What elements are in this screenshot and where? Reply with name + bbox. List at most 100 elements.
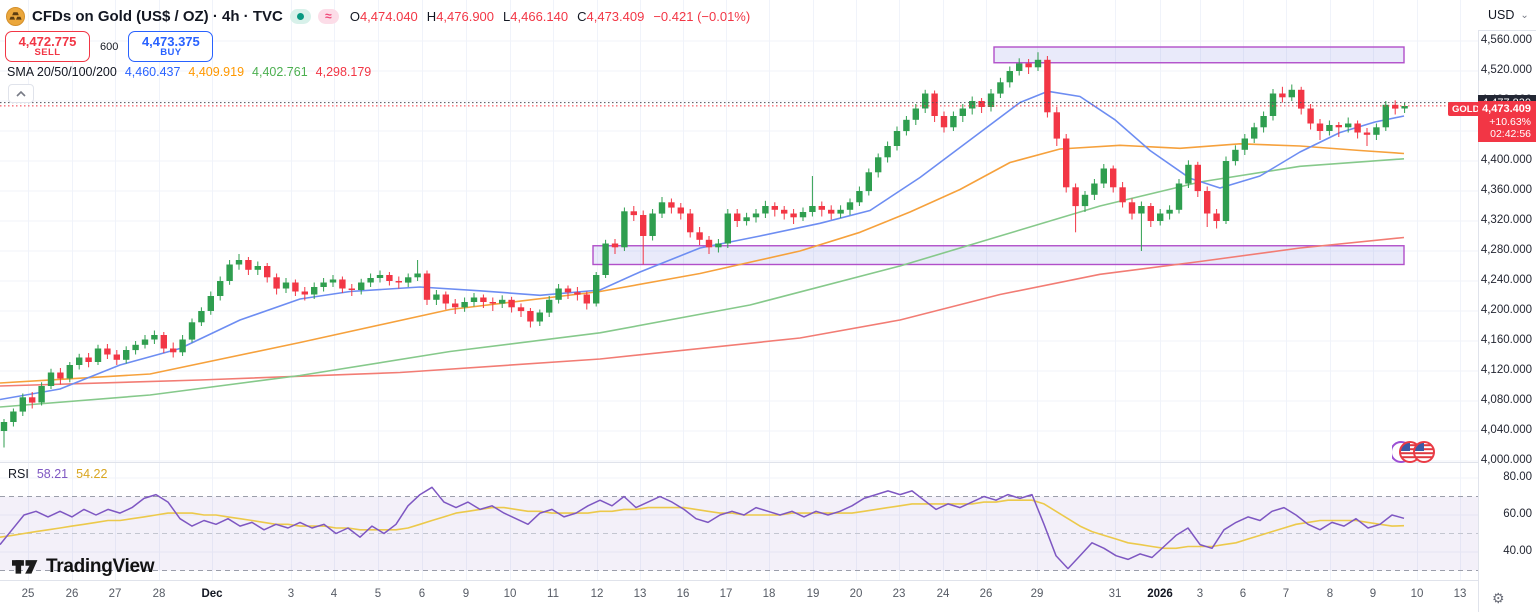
time-tick: 26: [65, 588, 79, 600]
rsi-tick: 40.00: [1503, 545, 1532, 557]
time-tick: 27: [108, 588, 122, 600]
bar-countdown: 02:42:56: [1490, 127, 1531, 140]
sma-value: 4,460.437: [124, 65, 181, 79]
time-tick: 9: [462, 588, 470, 600]
price-tick: 4,320.000: [1480, 214, 1532, 226]
price-zone: [993, 46, 1405, 64]
time-tick: 3: [1196, 588, 1204, 600]
rsi-tick: 60.00: [1503, 508, 1532, 520]
time-tick: 25: [21, 588, 35, 600]
rsi-legend[interactable]: RSI 58.21 54.22: [8, 467, 107, 481]
ohlc-item: H4,476.900: [426, 8, 495, 24]
sma-legend[interactable]: SMA 20/50/100/200 4,460.437 4,409.919 4,40…: [7, 65, 371, 79]
us-flag-2: [1413, 441, 1435, 463]
rsi-ma-line: [0, 499, 1405, 550]
buy-button[interactable]: 4,473.375 BUY: [128, 31, 214, 62]
sma-label: SMA 20/50/100/200: [7, 65, 117, 79]
time-tick: 7: [1282, 588, 1290, 600]
sell-button[interactable]: 4,472.775 SELL: [5, 31, 90, 62]
price-tick: 4,240.000: [1480, 274, 1532, 286]
gold-coin-icon: [6, 6, 25, 26]
time-tick: 6: [418, 588, 426, 600]
rsi-value: 54.22: [76, 467, 108, 481]
currency-dropdown[interactable]: USD ⌄: [1478, 0, 1536, 31]
tradingview-watermark[interactable]: TradingView: [12, 555, 155, 578]
rsi-tick: 80.00: [1503, 471, 1532, 483]
time-tick: Dec: [201, 588, 223, 600]
collapse-legend-button[interactable]: [8, 84, 34, 103]
time-tick: 3: [287, 588, 295, 600]
price-tick: 4,520.000: [1480, 64, 1532, 76]
time-tick: 13: [1453, 588, 1467, 600]
ohlc-item: O4,474.040: [349, 8, 418, 24]
time-tick: 2026: [1147, 588, 1173, 600]
sma-values: 4,460.437 4,409.919 4,402.761 4,298.179: [125, 65, 371, 79]
time-tick: 19: [806, 588, 820, 600]
rsi-label: RSI: [8, 467, 29, 481]
trade-panel: 4,472.775 SELL 600 4,473.375 BUY: [5, 31, 214, 62]
price-tick: 4,000.000: [1480, 454, 1532, 466]
delayed-data-icon[interactable]: ≈: [317, 8, 339, 24]
time-tick: 31: [1108, 588, 1122, 600]
ohlc-values: O4,474.040 H4,476.900 L4,466.140 C4,473.409…: [350, 9, 750, 24]
market-open-status-icon[interactable]: [289, 8, 311, 24]
currency-label: USD: [1488, 8, 1515, 22]
time-tick: 17: [719, 588, 733, 600]
price-tick: 4,160.000: [1480, 334, 1532, 346]
time-tick: 26: [979, 588, 993, 600]
price-tick: 4,280.000: [1480, 244, 1532, 256]
price-tick: 4,120.000: [1480, 364, 1532, 376]
time-tick: 20: [849, 588, 863, 600]
buy-price: 4,473.375: [141, 33, 200, 49]
us-flag-event-icon[interactable]: [1392, 439, 1436, 465]
price-tick: 4,080.000: [1480, 394, 1532, 406]
time-tick: 18: [762, 588, 776, 600]
sma-value: 4,298.179: [315, 65, 372, 79]
time-tick: 23: [892, 588, 906, 600]
candles: [0, 52, 1408, 448]
change-value: −0.421 (−0.01%): [653, 8, 751, 24]
price-tick: 4,200.000: [1480, 304, 1532, 316]
ohlc-item: C4,473.409: [577, 8, 645, 24]
time-tick: 10: [1410, 588, 1424, 600]
symbol-title[interactable]: CFDs on Gold (US$ / OZ) · 4h · TVC: [32, 7, 283, 25]
time-tick: 8: [1326, 588, 1334, 600]
quantity-value[interactable]: 600: [100, 40, 119, 53]
last-change-percent: +10.63%: [1489, 115, 1531, 128]
price-tick: 4,400.000: [1480, 154, 1532, 166]
time-tick: 5: [374, 588, 382, 600]
time-tick: 29: [1030, 588, 1044, 600]
price-zone: [592, 245, 1405, 266]
sell-price: 4,472.775: [18, 33, 77, 49]
rsi-value: 58.21: [36, 467, 69, 481]
ohlc-item: L4,466.140: [503, 8, 569, 24]
last-price: 4,473.409: [1482, 103, 1531, 115]
time-tick: 6: [1239, 588, 1247, 600]
tradingview-logo-text: TradingView: [46, 555, 155, 577]
sma-value: 4,409.919: [188, 65, 245, 79]
time-tick: 12: [590, 588, 604, 600]
last-price-label: 4,473.409 +10.63% 02:42:56: [1478, 101, 1536, 142]
chevron-down-icon: ⌄: [1520, 9, 1529, 21]
price-tick: 4,040.000: [1480, 424, 1532, 436]
time-tick: 4: [330, 588, 338, 600]
symbol-header: CFDs on Gold (US$ / OZ) · 4h · TVC ≈ O4,…: [6, 5, 750, 27]
chevron-up-icon: [16, 90, 26, 97]
axis-settings-gear-icon[interactable]: ⚙: [1492, 590, 1505, 606]
time-tick: 13: [633, 588, 647, 600]
time-tick: 11: [547, 588, 559, 600]
price-tick: 4,560.000: [1480, 34, 1532, 46]
time-tick: 16: [676, 588, 690, 600]
sma-value: 4,402.761: [252, 65, 308, 79]
time-tick: 24: [936, 588, 950, 600]
time-tick: 28: [152, 588, 166, 600]
tradingview-logo-icon: [12, 560, 38, 574]
price-tick: 4,360.000: [1480, 184, 1532, 196]
rsi-values: 58.21 54.22: [37, 467, 108, 481]
rsi-line: [0, 486, 1405, 570]
time-tick: 9: [1369, 588, 1377, 600]
time-tick: 10: [503, 588, 517, 600]
symbol-price-tag: GOLD: [1448, 102, 1484, 116]
